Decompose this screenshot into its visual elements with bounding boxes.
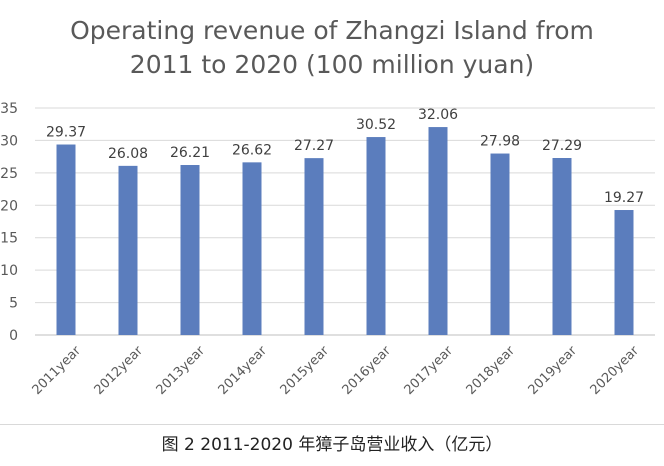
data-label: 30.52: [356, 117, 396, 133]
bar: [428, 127, 448, 336]
x-tick-label: 2019year: [526, 343, 581, 398]
bar: [490, 153, 510, 335]
data-label: 27.29: [542, 138, 582, 154]
chart-title-line-2: 2011 to 2020 (100 million yuan): [129, 50, 535, 79]
y-tick-label: 10: [0, 263, 18, 279]
caption-divider: [0, 424, 664, 425]
bar: [56, 144, 76, 335]
bar: [304, 158, 324, 335]
y-tick-label: 25: [0, 166, 18, 182]
bar: [180, 165, 200, 335]
data-label: 32.06: [418, 107, 458, 123]
data-label: 27.98: [480, 134, 520, 150]
y-tick-label: 35: [0, 101, 18, 117]
x-tick-label: 2015year: [278, 343, 333, 398]
data-label: 27.27: [294, 138, 334, 154]
x-tick-label: 2018year: [464, 343, 519, 398]
figure-caption: 图 2 2011-2020 年獐子岛营业收入（亿元）: [161, 435, 503, 455]
y-tick-label: 15: [0, 231, 18, 247]
y-tick-label: 5: [9, 296, 18, 312]
data-label: 26.62: [232, 142, 272, 158]
x-tick-label: 2013year: [154, 343, 209, 398]
data-label: 29.37: [46, 125, 86, 141]
data-label: 26.21: [170, 145, 210, 161]
bar: [242, 162, 262, 335]
x-tick-label: 2011year: [30, 343, 85, 398]
bar: [552, 158, 572, 335]
x-tick-label: 2017year: [402, 343, 457, 398]
bar: [614, 210, 634, 335]
x-tick-label: 2020year: [588, 343, 643, 398]
bar: [366, 137, 386, 335]
y-tick-label: 20: [0, 198, 18, 214]
data-label: 19.27: [604, 190, 644, 206]
bar-chart: 0 5 10 15 20 25 30 35 29.37 2011year 26.08 2012year…: [0, 101, 655, 398]
chart-title-line-1: Operating revenue of Zhangzi Island from: [70, 16, 594, 45]
x-tick-label: 2014year: [216, 343, 271, 398]
x-tick-label: 2012year: [92, 343, 147, 398]
data-label: 26.08: [108, 146, 148, 162]
x-tick-label: 2016year: [340, 343, 395, 398]
bar: [118, 165, 138, 335]
y-tick-label: 0: [9, 328, 18, 344]
y-tick-label: 30: [0, 133, 18, 149]
